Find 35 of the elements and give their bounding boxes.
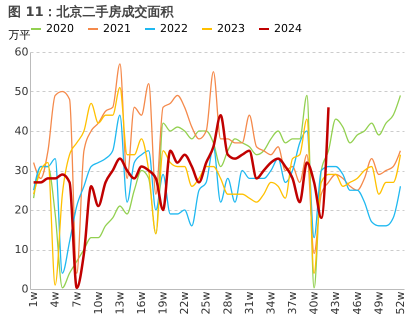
x-tick-label: 19w	[156, 292, 170, 314]
line-series	[32, 106, 330, 290]
x-tick-label: 46w	[350, 292, 364, 314]
y-axis-title: 万平	[8, 28, 30, 42]
y-tick-label: 40	[14, 124, 28, 138]
x-tick-label: 4w	[48, 292, 62, 308]
line-series	[32, 63, 402, 274]
x-tick-label: 52w	[394, 292, 407, 314]
legend-label: 2021	[103, 22, 131, 35]
x-tick-label: 25w	[200, 292, 213, 314]
x-tick-label: 7w	[70, 292, 84, 308]
chart-title: 图 11：北京二手房成交面积	[8, 4, 175, 20]
x-tick-label: 49w	[372, 292, 386, 314]
y-tick-label: 60	[14, 46, 28, 58]
legend-label: 2023	[217, 22, 245, 35]
legend-label: 2024	[274, 22, 302, 35]
x-tick-label: 28w	[221, 292, 234, 314]
y-tick-label: 30	[14, 164, 28, 177]
legend-label: 2022	[160, 22, 188, 35]
x-tick-label: 13w	[113, 292, 126, 314]
x-tick-label: 22w	[178, 292, 192, 314]
x-tick-label: 31w	[242, 292, 256, 314]
x-tick-label: 40w	[308, 292, 321, 314]
x-tick-label: 16w	[134, 292, 148, 314]
y-tick-label: 10	[14, 243, 28, 256]
x-tick-label: 37w	[286, 292, 300, 314]
y-tick-label: 20	[14, 204, 28, 216]
y-tick-label: 0	[22, 282, 28, 296]
y-tick-label: 50	[14, 85, 28, 98]
x-tick-label: 43w	[329, 292, 342, 314]
x-tick-label: 10w	[92, 292, 105, 314]
legend-label: 2020	[46, 22, 74, 35]
x-tick-label: 34w	[264, 292, 278, 314]
x-tick-label: 1w	[27, 292, 40, 308]
line-series	[32, 114, 402, 274]
